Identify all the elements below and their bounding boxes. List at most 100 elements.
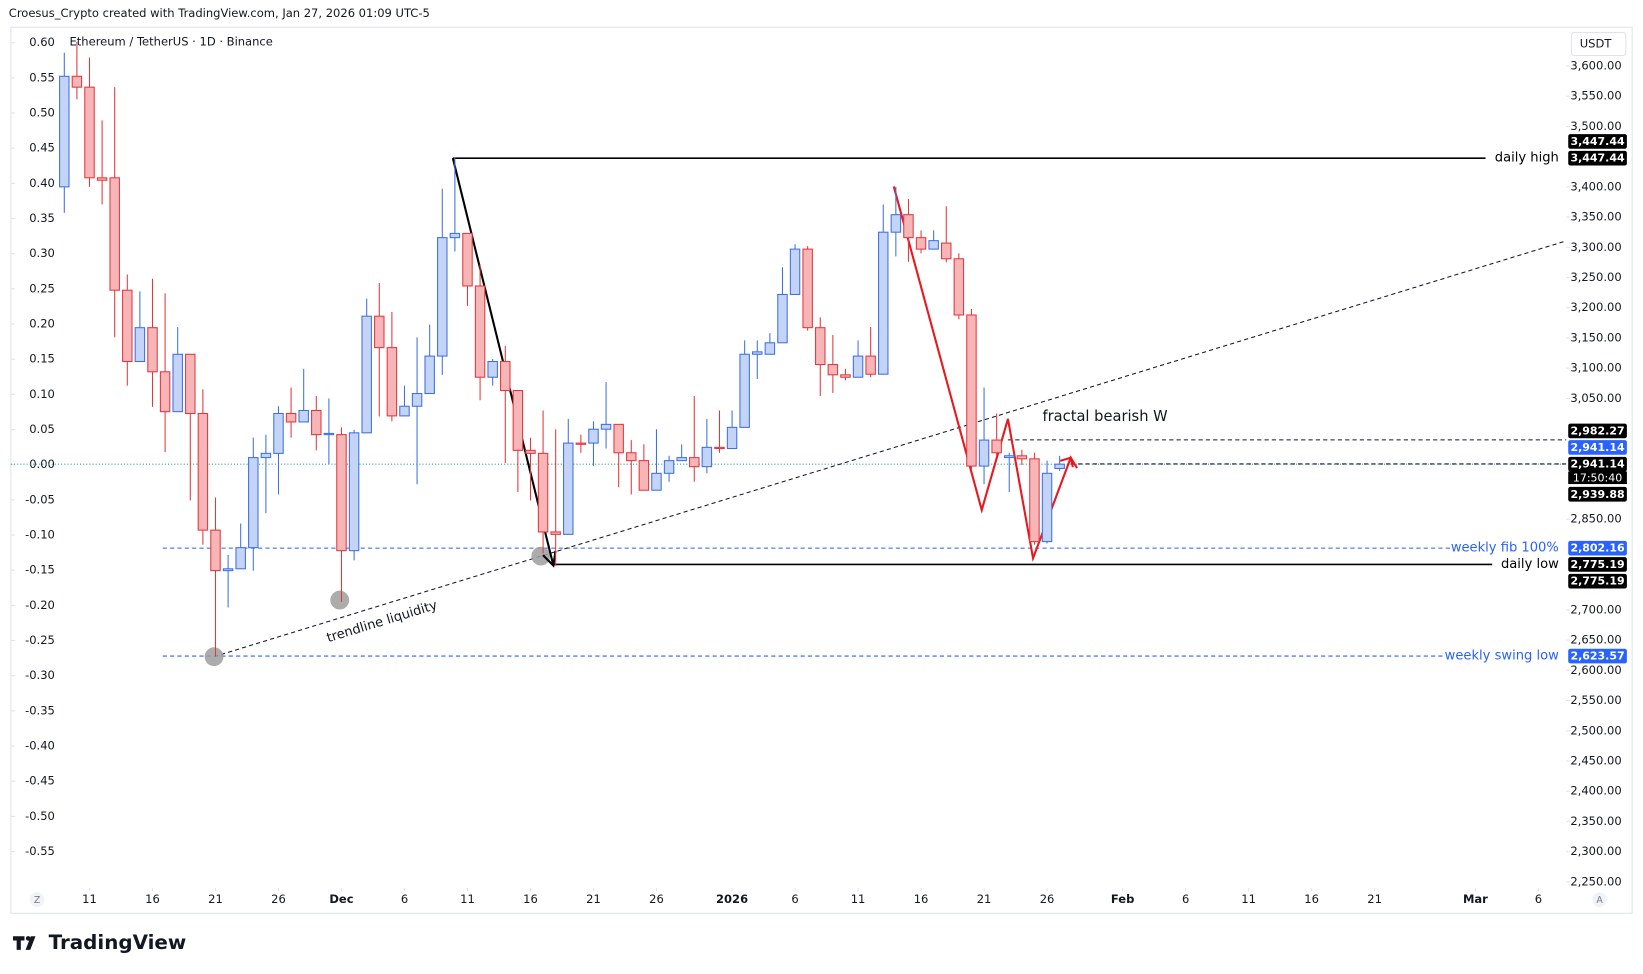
level-label: weekly fib 100%	[1451, 541, 1559, 556]
candle-body	[1004, 455, 1015, 459]
candle-body	[235, 547, 246, 570]
candle-body	[134, 327, 146, 363]
candle	[928, 230, 939, 250]
currency-box[interactable]	[1570, 31, 1627, 57]
y2-tick-label: -0.40	[25, 739, 55, 753]
candle-body	[122, 289, 133, 363]
y-tick-label: 2,300.00	[1570, 844, 1621, 858]
candle-body	[285, 412, 297, 423]
zoom-button[interactable]: Z	[34, 895, 41, 906]
liquidity-marker	[204, 647, 224, 667]
candle-body	[953, 258, 965, 316]
candle	[689, 395, 700, 482]
x-tick-label: 21	[208, 892, 223, 906]
level-label: daily high	[1495, 151, 1559, 166]
candle-body	[777, 293, 788, 344]
x-tick-label: 6	[401, 892, 408, 906]
candle	[966, 308, 977, 470]
candle	[474, 264, 486, 401]
price-tag-label: 2,623.57	[1570, 650, 1624, 663]
y2-tick-label: 0.20	[29, 317, 55, 331]
candle	[663, 455, 675, 482]
y-tick-label: 2,450.00	[1570, 753, 1621, 767]
candle	[487, 359, 498, 386]
button-bg[interactable]	[1592, 892, 1607, 907]
candle-body	[714, 446, 725, 450]
x-tick-label: 2026	[716, 892, 748, 906]
candle-body	[437, 237, 448, 357]
price-tag	[1568, 456, 1627, 472]
candle	[840, 368, 851, 381]
logo: TradingView	[12, 931, 187, 954]
candle-body	[537, 452, 549, 533]
candle-body	[890, 214, 902, 233]
x-tick-label: 21	[1367, 892, 1382, 906]
candle	[96, 120, 108, 205]
candle	[537, 410, 549, 554]
candle	[575, 434, 587, 453]
y-tick-label: 3,100.00	[1570, 361, 1621, 375]
candle-body	[752, 351, 763, 355]
candle-body	[676, 457, 687, 462]
button-bg[interactable]	[29, 892, 45, 907]
y2-tick-label: 0.35	[29, 211, 55, 225]
y-tick-label: 2,400.00	[1570, 784, 1621, 798]
candle	[386, 311, 398, 422]
candle-body	[563, 442, 574, 535]
y-tick-label: 2,600.00	[1570, 663, 1621, 677]
candle	[550, 429, 561, 566]
candle-body	[71, 75, 83, 88]
candle	[802, 246, 813, 331]
candle-body	[941, 242, 952, 260]
candle	[336, 427, 347, 603]
candle	[462, 232, 473, 306]
candle-body	[815, 327, 826, 366]
logo-text: TradingView	[49, 931, 187, 954]
candle	[59, 52, 70, 213]
y-tick-label: 2,700.00	[1570, 602, 1621, 616]
y-tick-label: 3,150.00	[1570, 330, 1621, 344]
candle	[563, 418, 574, 535]
auto-button[interactable]: A	[1596, 895, 1603, 906]
annotation: fractal bearish W	[1042, 408, 1168, 425]
x-tick-label: Dec	[329, 892, 353, 906]
candle-body	[462, 232, 473, 287]
candle-body	[96, 177, 108, 181]
x-tick-label: 11	[460, 892, 475, 906]
candle-body	[374, 315, 385, 349]
candle-body	[147, 327, 158, 373]
candle-body	[701, 446, 713, 468]
y-tick-label: 3,200.00	[1570, 300, 1621, 314]
candle-body	[840, 374, 851, 378]
candle	[361, 298, 372, 434]
y-tick-label: 2,350.00	[1570, 814, 1621, 828]
candle	[626, 440, 637, 495]
y-tick-label: 3,500.00	[1570, 119, 1621, 133]
y-tick-label: 2,850.00	[1570, 512, 1621, 526]
level-label: weekly swing low	[1445, 649, 1559, 664]
price-tag-label: 2,775.19	[1570, 558, 1624, 571]
x-tick-label: 16	[914, 892, 929, 906]
candle-body	[764, 342, 776, 355]
countdown: 17:50:40	[1573, 471, 1622, 484]
candle-body	[260, 452, 272, 459]
candle	[865, 327, 876, 378]
y2-tick-label: 0.00	[29, 457, 55, 471]
candle-body	[1029, 458, 1040, 543]
candle-body	[248, 457, 259, 549]
y2-tick-label: -0.30	[25, 668, 55, 682]
candle-body	[323, 432, 335, 436]
x-tick-label: 6	[1535, 892, 1542, 906]
candle-body	[411, 393, 423, 407]
currency[interactable]: USDT	[1580, 36, 1613, 50]
y2-tick-label: 0.50	[29, 106, 55, 120]
candle	[172, 327, 183, 413]
candle-body	[159, 371, 171, 413]
candle-body	[638, 460, 650, 491]
candle	[739, 340, 750, 428]
candle-body	[273, 412, 284, 454]
y-tick-label: 3,550.00	[1570, 89, 1621, 103]
candle	[449, 157, 461, 252]
candle	[147, 278, 158, 407]
candle	[122, 274, 133, 386]
